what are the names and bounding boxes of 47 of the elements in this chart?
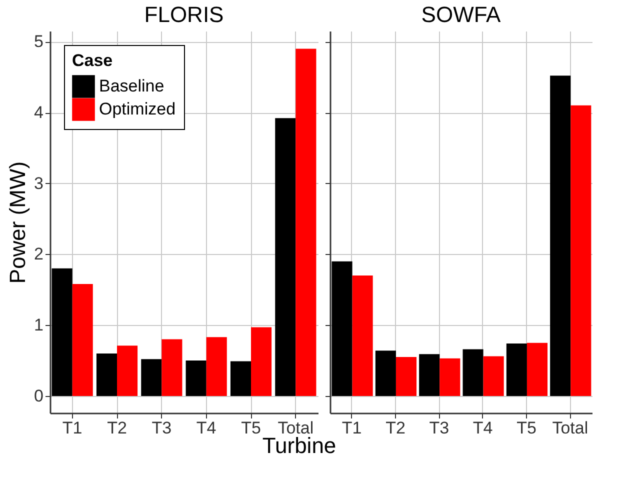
x-tick-label: T5 <box>241 418 261 438</box>
bar <box>483 356 504 396</box>
bar <box>375 350 396 396</box>
x-tick-label: T2 <box>386 418 406 438</box>
x-tick-label: T1 <box>62 418 82 438</box>
y-axis-title: Power (MW) <box>5 161 30 284</box>
legend-title: Case <box>72 51 113 70</box>
bar <box>72 284 93 396</box>
y-tick-label: 3 <box>34 174 44 193</box>
bar <box>570 105 592 396</box>
y-tick-label: 5 <box>34 32 44 52</box>
x-tick-label: T4 <box>472 418 493 438</box>
x-tick-label: T3 <box>152 418 172 438</box>
bar <box>230 361 251 396</box>
x-tick-label: T2 <box>107 418 127 438</box>
y-tick-label: 2 <box>34 244 44 264</box>
y-tick-label: 0 <box>34 386 44 406</box>
bar <box>352 276 373 396</box>
legend-label: Optimized <box>99 100 176 118</box>
chart-title: SOWFA <box>421 2 502 27</box>
y-tick-label: 4 <box>34 103 44 122</box>
bar <box>462 349 484 396</box>
bar <box>506 344 527 396</box>
bar <box>526 342 548 396</box>
chart-title: FLORIS <box>144 2 224 27</box>
bar <box>296 48 316 396</box>
bar <box>396 357 417 396</box>
bar <box>419 354 440 396</box>
bar <box>275 118 296 396</box>
x-tick-label: T4 <box>196 418 216 438</box>
bar <box>117 346 138 396</box>
x-tick-label: Total <box>552 418 588 438</box>
legend-label: Baseline <box>99 76 164 96</box>
bar <box>162 339 182 396</box>
y-tick-label: 1 <box>34 316 44 335</box>
bar <box>332 261 352 396</box>
bar <box>206 337 227 396</box>
bar <box>141 359 162 396</box>
bar <box>440 358 460 396</box>
x-tick-label: T1 <box>342 418 362 438</box>
bar <box>186 360 206 396</box>
bar <box>251 327 272 396</box>
bar <box>96 353 117 396</box>
bar <box>550 76 571 396</box>
x-tick-label: T5 <box>516 418 536 438</box>
x-tick-label: T3 <box>429 418 450 438</box>
bar <box>52 268 72 396</box>
